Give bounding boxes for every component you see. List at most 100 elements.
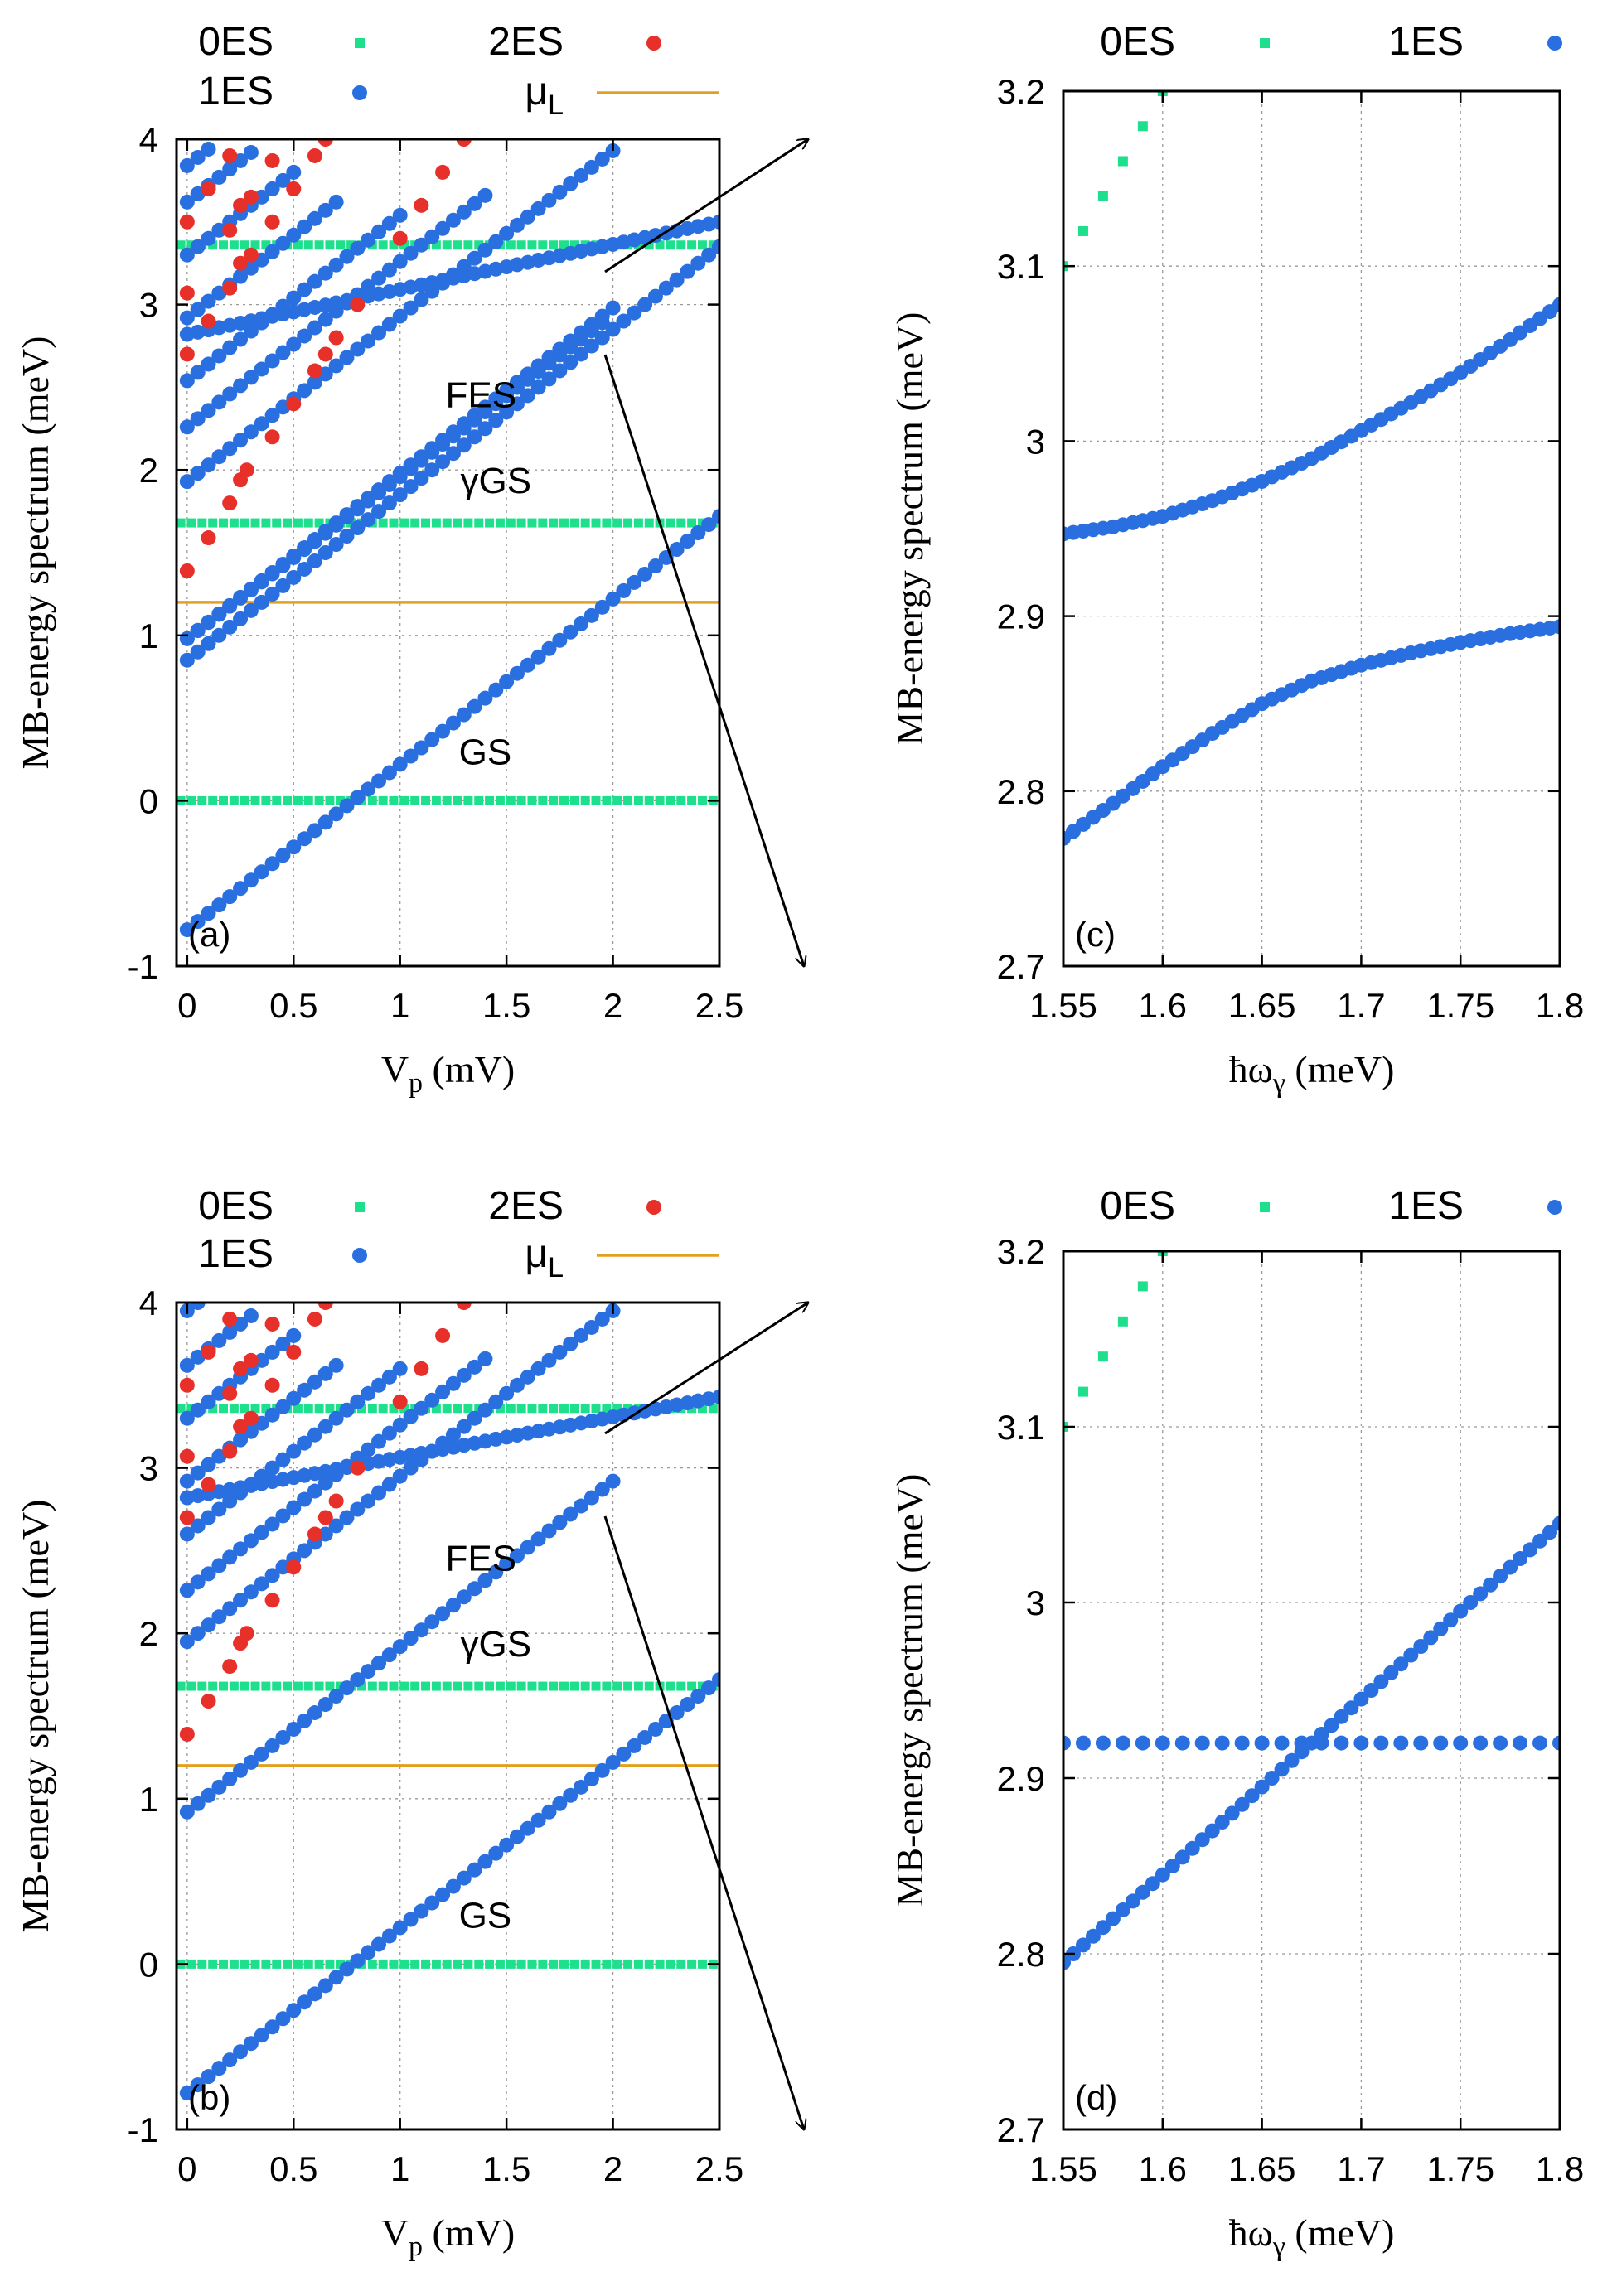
0es-point [602,795,612,805]
1es-point [381,317,397,332]
1es-point [381,1647,397,1663]
1es-point [392,469,408,485]
1es-point [477,1854,493,1869]
0es-point [303,518,313,528]
0es-point [612,1404,622,1414]
1es-point [647,1721,663,1737]
y-tick-label: 1 [139,616,158,655]
1es-point [350,1501,366,1517]
1es-point [435,1384,451,1399]
1es-point [424,1614,440,1630]
1es-point [297,1491,312,1507]
1es-point [233,2044,249,2060]
1es-point [307,553,322,568]
0es-point [474,518,484,528]
legend-marker-2es [646,1200,661,1215]
1es-point [350,520,366,536]
0es-point [208,240,218,250]
0es-point [250,1959,260,1969]
0es-point [219,1404,229,1414]
1es-point [605,300,621,316]
0es-point [516,518,526,528]
1es-point [552,1344,568,1360]
x-tick-label: 1.75 [1426,986,1494,1025]
x-tick-label: 1.55 [1029,986,1097,1025]
0es-point [356,1404,366,1414]
2es-point [201,1694,216,1709]
1es-point [594,330,610,346]
2es-point [233,255,249,271]
1es-point [179,1473,195,1489]
0es-point [272,1959,282,1969]
0es-point [485,1959,495,1969]
0es-point [549,1404,559,1414]
1es-point [254,1746,269,1762]
0es-point [261,518,271,528]
1es-point [286,290,302,306]
1es-point [201,1617,216,1633]
0es-point [655,1959,665,1969]
1es-point [307,534,322,549]
0es-point [197,1681,207,1691]
1es-point [179,419,195,435]
1es-point [1063,1735,1071,1751]
0es-point [240,1404,249,1414]
0es-point [527,518,537,528]
0es-point [549,1681,559,1691]
0es-point [250,795,260,805]
1es-point [317,1978,333,1994]
x-tick-label: 1.6 [1139,986,1187,1025]
2es-point [179,563,195,578]
1es-point [317,525,333,541]
0es-point [367,1681,377,1691]
zoom-arrow-b-upper [604,1303,808,1435]
1es-point [297,1994,312,2010]
1es-point [594,1482,610,1497]
2es-point [179,346,195,362]
0es-point [250,1681,260,1691]
0es-point [495,795,505,805]
0es-point [474,1959,484,1969]
2es-point [179,214,195,230]
1es-point [254,1576,269,1592]
1es-point [467,1410,482,1426]
2es-point [239,1626,254,1641]
1es-point [563,1506,579,1522]
2es-point [179,285,195,301]
0es-point [591,518,601,528]
0es-point [538,1959,548,1969]
0es-point [389,795,399,805]
legend-label-1es: 1ES [1388,20,1464,64]
1es-point [211,1385,227,1401]
0es-point [261,795,271,805]
1es-point [381,1369,397,1385]
legend-marker-2es [646,36,661,51]
0es-point [559,1681,569,1691]
0es-point [367,795,377,805]
0es-point [399,518,409,528]
1es-point [201,230,216,246]
2es-point [201,1344,216,1360]
1es-point [488,396,504,412]
0es-point [378,1959,388,1969]
1es-point [520,371,535,387]
2es-point [233,1361,249,1376]
1es-point [297,542,312,558]
0es-point [208,795,218,805]
2es-point [435,1327,451,1343]
y-axis-label: MB-energy spectrum (meV) [14,336,56,770]
1es-point [627,1738,642,1753]
1es-point [211,394,227,410]
0es-point [485,795,495,805]
1es-point [361,1664,376,1680]
1es-point [530,379,546,395]
1es-point [1214,1735,1230,1751]
1es-point [574,346,589,362]
2es-point [456,1303,472,1310]
1es-point [254,2028,269,2043]
1es-point [583,1771,599,1786]
1es-point [222,2052,238,2068]
0es-point [580,1404,590,1414]
1es-point [286,1721,302,1737]
2es-point [307,363,322,379]
